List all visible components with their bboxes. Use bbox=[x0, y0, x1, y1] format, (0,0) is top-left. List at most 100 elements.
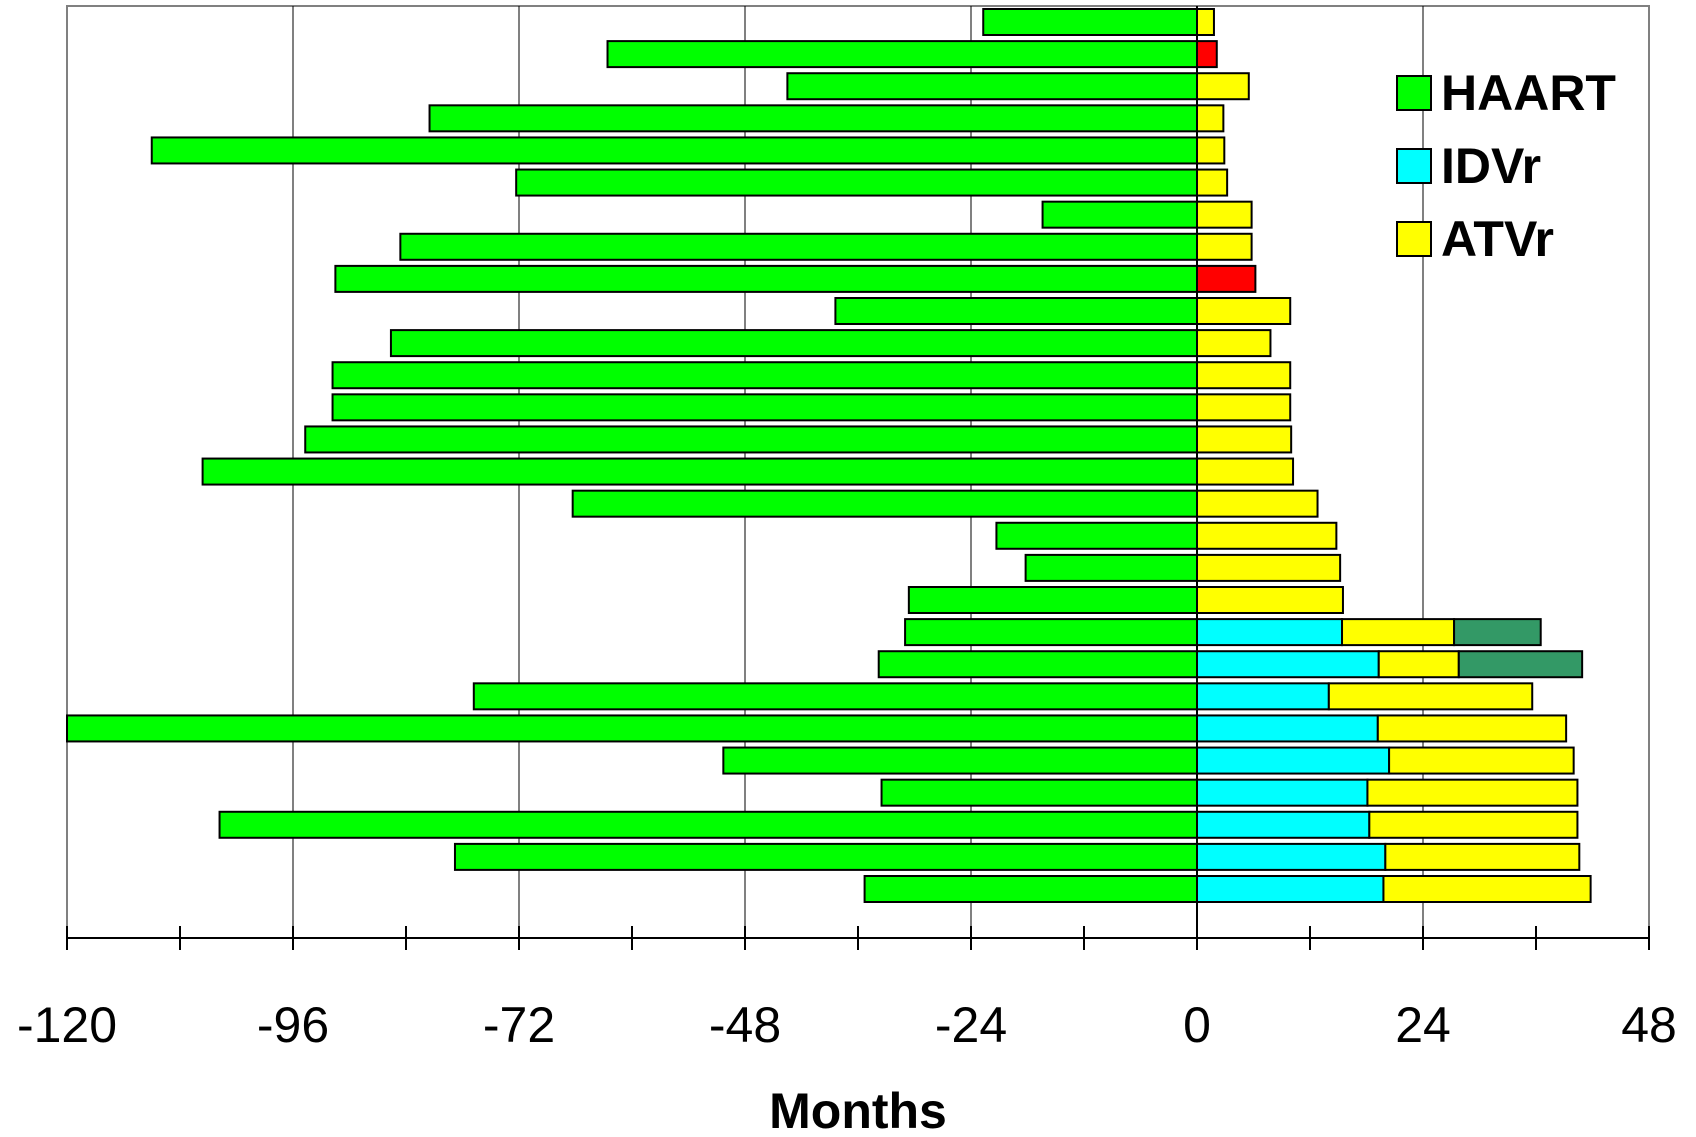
bar-segment-atvr bbox=[1382, 875, 1592, 903]
bar-row bbox=[722, 746, 1575, 775]
bar-segment-atvr bbox=[1196, 521, 1338, 550]
bar-segment-idvr bbox=[1196, 875, 1385, 903]
bar-segment-idvr bbox=[1196, 682, 1330, 711]
bar-segment-atvr bbox=[1341, 618, 1456, 647]
bar-segment-haart bbox=[331, 361, 1198, 390]
bar-segment-atvr bbox=[1196, 489, 1319, 518]
legend-swatch bbox=[1396, 148, 1432, 184]
bar-row bbox=[331, 361, 1292, 390]
bar-segment-atvr bbox=[1196, 457, 1295, 486]
bar-row bbox=[834, 297, 1292, 325]
bar-segment-atvr bbox=[1366, 778, 1579, 807]
bar-segment-dark-green bbox=[1457, 650, 1584, 679]
bar-segment-atvr bbox=[1388, 746, 1575, 775]
bar-segment-atvr bbox=[1196, 393, 1292, 422]
x-axis: -120 -96 -72 -48 -24 0 24 48 bbox=[17, 6, 1677, 1053]
bar-row bbox=[331, 393, 1292, 422]
x-tick-label: -120 bbox=[17, 997, 117, 1053]
legend-swatch bbox=[1396, 221, 1432, 257]
bar-segment-haart bbox=[606, 40, 1198, 69]
bar-row bbox=[907, 586, 1344, 614]
bar-segment-haart bbox=[863, 875, 1198, 903]
bar-segment-red bbox=[1196, 264, 1257, 293]
x-tick-label: -72 bbox=[483, 997, 555, 1053]
bar-segment-haart bbox=[904, 618, 1198, 647]
x-tick-label: -96 bbox=[257, 997, 329, 1053]
bar-segment-atvr bbox=[1376, 714, 1568, 743]
bar-segment-haart bbox=[331, 393, 1198, 422]
x-tick-label: 0 bbox=[1183, 997, 1211, 1053]
bar-row bbox=[982, 8, 1215, 36]
bar-segment-red bbox=[1196, 40, 1218, 69]
bar-segment-haart bbox=[334, 264, 1198, 293]
bar-segment-atvr bbox=[1196, 200, 1253, 229]
bar-row bbox=[515, 168, 1229, 197]
bar-segment-haart bbox=[722, 746, 1198, 775]
bar-segment-atvr bbox=[1196, 425, 1293, 454]
bar-segment-atvr bbox=[1196, 104, 1225, 133]
legend-label: HAART bbox=[1441, 65, 1616, 121]
bar-segment-idvr bbox=[1196, 778, 1369, 807]
legend-item-idvr: IDVr bbox=[1396, 138, 1541, 194]
bar-row bbox=[66, 714, 1568, 743]
bar-row bbox=[472, 682, 1534, 711]
x-tick-label: -48 bbox=[709, 997, 781, 1053]
bar-segment-atvr bbox=[1196, 232, 1253, 261]
bar-segment-haart bbox=[201, 457, 1199, 486]
bar-segment-idvr bbox=[1196, 650, 1380, 679]
bar-segment-haart bbox=[304, 425, 1199, 454]
legend-label: ATVr bbox=[1441, 211, 1554, 267]
bar-segment-haart bbox=[399, 232, 1199, 261]
bar-segment-atvr bbox=[1377, 650, 1460, 679]
bar-segment-haart bbox=[877, 650, 1198, 679]
x-tick-label: 48 bbox=[1621, 997, 1677, 1053]
bar-row bbox=[571, 489, 1319, 518]
bar-segment-atvr bbox=[1196, 297, 1292, 325]
bar-segment-haart bbox=[389, 329, 1198, 358]
bar-row bbox=[904, 618, 1542, 647]
bar-row bbox=[218, 810, 1579, 839]
bar-segment-haart bbox=[1041, 200, 1198, 229]
bar-segment-haart bbox=[907, 586, 1198, 614]
legend-swatch bbox=[1396, 75, 1432, 111]
bar-row bbox=[428, 104, 1225, 133]
bar-row bbox=[334, 264, 1257, 293]
bar-segment-atvr bbox=[1196, 136, 1226, 165]
bar-row bbox=[304, 425, 1293, 454]
bar-row bbox=[880, 778, 1579, 807]
bar-segment-atvr bbox=[1196, 329, 1272, 358]
legend-label: IDVr bbox=[1441, 138, 1541, 194]
bar-segment-atvr bbox=[1196, 553, 1342, 582]
bar-row bbox=[995, 521, 1338, 550]
bar-segment-haart bbox=[150, 136, 1198, 165]
x-axis-title: Months bbox=[769, 1083, 947, 1137]
bar-segment-atvr bbox=[1327, 682, 1534, 711]
bar-row bbox=[453, 842, 1581, 871]
bar-segment-idvr bbox=[1196, 618, 1344, 647]
bar-segment-haart bbox=[982, 8, 1198, 36]
bar-segment-haart bbox=[472, 682, 1198, 711]
bar-segment-idvr bbox=[1196, 714, 1379, 743]
bar-row bbox=[877, 650, 1584, 679]
bar-row bbox=[201, 457, 1295, 486]
bar-segment-atvr bbox=[1196, 72, 1250, 101]
bar-row bbox=[1024, 553, 1342, 582]
bar-row bbox=[150, 136, 1226, 165]
bar-segment-atvr bbox=[1368, 810, 1579, 839]
bar-segment-idvr bbox=[1196, 810, 1371, 839]
bar-segment-haart bbox=[1024, 553, 1199, 582]
bars bbox=[66, 8, 1592, 903]
bar-segment-atvr bbox=[1196, 8, 1215, 36]
bar-segment-haart bbox=[834, 297, 1199, 325]
bar-segment-atvr bbox=[1384, 842, 1581, 871]
bar-segment-haart bbox=[515, 168, 1198, 197]
bar-segment-haart bbox=[880, 778, 1199, 807]
bar-segment-atvr bbox=[1196, 361, 1292, 390]
bar-segment-haart bbox=[995, 521, 1198, 550]
x-tick-label: -24 bbox=[935, 997, 1007, 1053]
bar-segment-haart bbox=[786, 72, 1198, 101]
bar-row bbox=[606, 40, 1218, 69]
bar-row bbox=[389, 329, 1272, 358]
bar-row bbox=[863, 875, 1592, 903]
